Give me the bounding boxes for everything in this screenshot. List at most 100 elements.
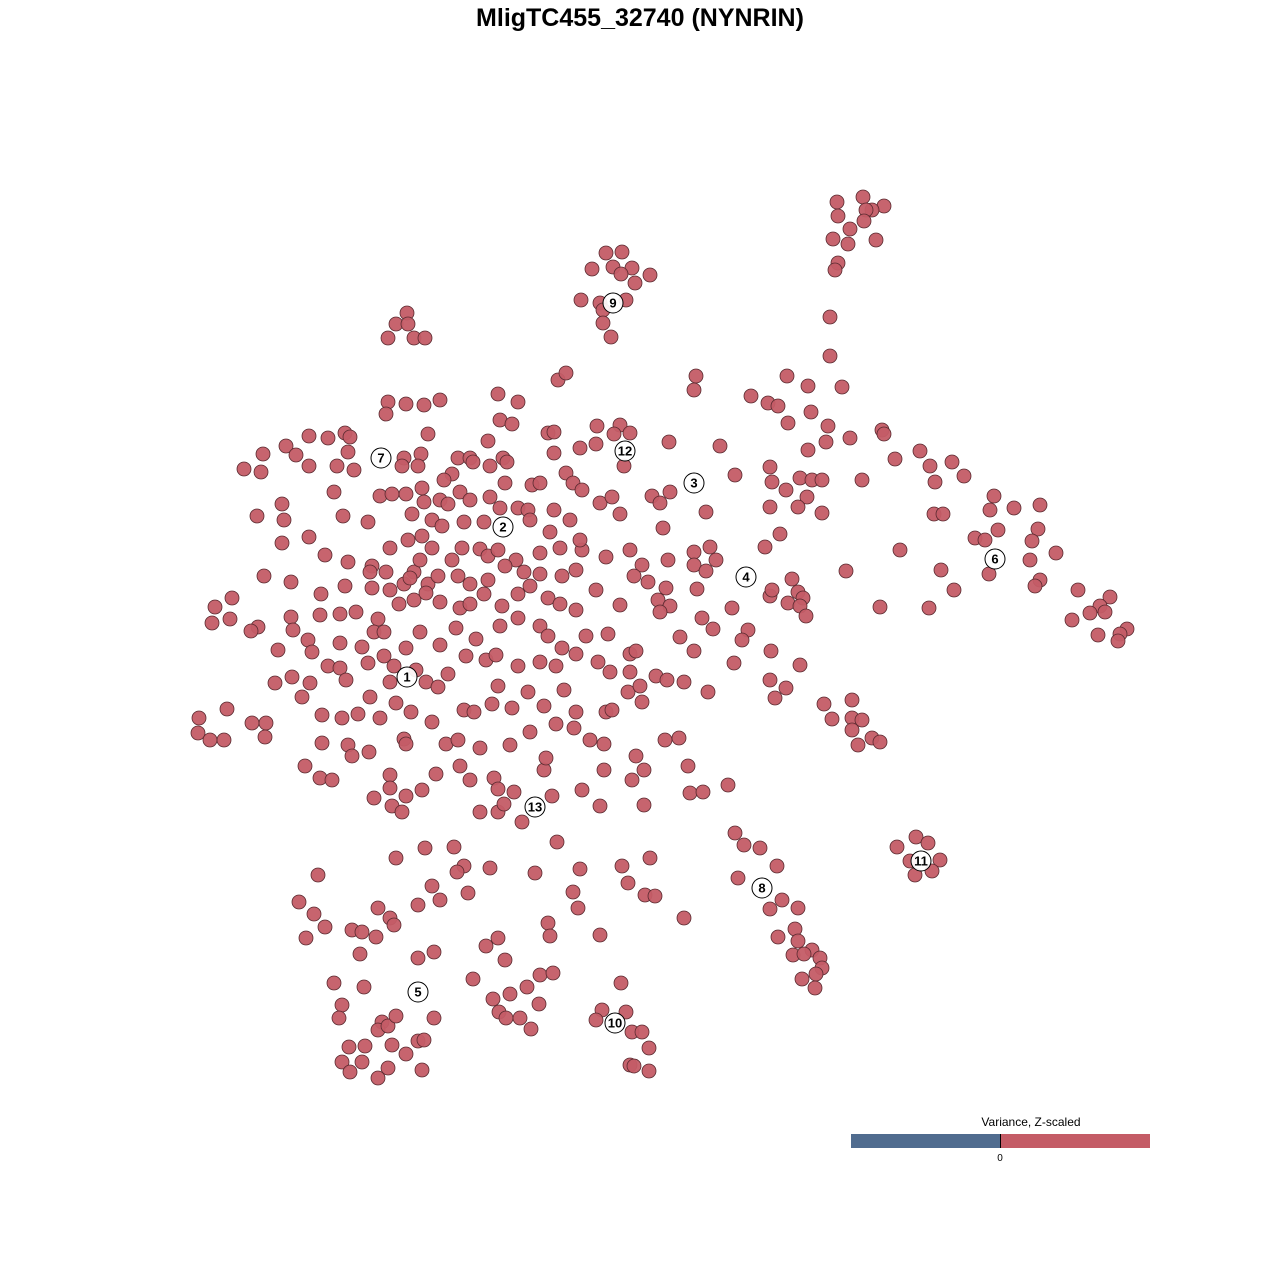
- data-point: [876, 426, 892, 442]
- data-point: [641, 1063, 657, 1079]
- points-layer: [190, 189, 1135, 1086]
- data-point: [504, 700, 520, 716]
- cluster-label-badge: [602, 292, 624, 314]
- data-point: [243, 623, 259, 639]
- data-point: [544, 788, 560, 804]
- data-point: [854, 712, 870, 728]
- data-point: [216, 732, 232, 748]
- cluster-label-13: 13: [524, 796, 546, 818]
- data-point: [889, 839, 905, 855]
- data-point: [320, 430, 336, 446]
- data-point: [502, 737, 518, 753]
- cluster-label-text: 2: [499, 520, 506, 535]
- data-point: [538, 750, 554, 766]
- data-point: [297, 758, 313, 774]
- cluster-label-11: 11: [910, 850, 932, 872]
- data-point: [572, 440, 588, 456]
- data-point: [588, 1012, 604, 1028]
- data-point: [720, 777, 736, 793]
- data-point: [672, 629, 688, 645]
- legend-positive-segment: [1000, 1134, 1150, 1148]
- data-point: [317, 547, 333, 563]
- data-point: [922, 458, 938, 474]
- data-point: [686, 382, 702, 398]
- data-point: [622, 425, 638, 441]
- cluster-label-badge: [370, 447, 392, 469]
- data-point: [499, 454, 515, 470]
- legend-title: Variance, Z-scaled: [981, 1115, 1081, 1129]
- data-point: [444, 552, 460, 568]
- cluster-label-text: 1: [403, 670, 410, 685]
- data-point: [480, 572, 496, 588]
- data-point: [708, 552, 724, 568]
- data-point: [660, 552, 676, 568]
- data-point: [382, 674, 398, 690]
- data-point: [426, 944, 442, 960]
- data-point: [822, 309, 838, 325]
- data-point: [686, 557, 702, 573]
- data-point: [578, 628, 594, 644]
- data-point: [784, 571, 800, 587]
- data-point: [516, 564, 532, 580]
- data-point: [370, 1070, 386, 1086]
- data-point: [562, 512, 578, 528]
- data-point: [764, 582, 780, 598]
- data-point: [632, 678, 648, 694]
- data-point: [990, 522, 1006, 538]
- data-point: [774, 892, 790, 908]
- data-point: [384, 486, 400, 502]
- data-point: [342, 429, 358, 445]
- data-point: [335, 508, 351, 524]
- cluster-label-badge: [407, 981, 429, 1003]
- data-point: [278, 438, 294, 454]
- data-point: [822, 348, 838, 364]
- data-point: [398, 788, 414, 804]
- data-point: [380, 1060, 396, 1076]
- data-point: [568, 646, 584, 662]
- data-point: [598, 549, 614, 565]
- data-point: [796, 946, 812, 962]
- data-point: [454, 540, 470, 556]
- data-point: [1006, 500, 1022, 516]
- cluster-label-badge: [396, 666, 418, 688]
- data-point: [641, 1040, 657, 1056]
- data-point: [565, 884, 581, 900]
- data-point: [274, 535, 290, 551]
- data-point: [258, 715, 274, 731]
- data-point: [480, 433, 496, 449]
- data-point: [790, 900, 806, 916]
- data-point: [1097, 604, 1113, 620]
- data-point: [430, 568, 446, 584]
- data-point: [935, 506, 951, 522]
- data-point: [588, 436, 604, 452]
- data-point: [340, 554, 356, 570]
- data-point: [270, 642, 286, 658]
- data-point: [294, 689, 310, 705]
- data-point: [727, 825, 743, 841]
- data-point: [417, 330, 433, 346]
- data-point: [726, 655, 742, 671]
- data-point: [1032, 497, 1048, 513]
- data-point: [542, 928, 558, 944]
- data-point: [510, 586, 526, 602]
- data-point: [462, 596, 478, 612]
- data-point: [820, 418, 836, 434]
- data-point: [384, 1037, 400, 1053]
- data-point: [606, 426, 622, 442]
- data-point: [855, 189, 871, 205]
- data-point: [956, 468, 972, 484]
- data-point: [400, 316, 416, 332]
- data-point: [450, 568, 466, 584]
- data-point: [568, 602, 584, 618]
- data-point: [554, 568, 570, 584]
- data-point: [702, 539, 718, 555]
- data-point: [944, 454, 960, 470]
- data-point: [362, 689, 378, 705]
- data-point: [506, 784, 522, 800]
- data-point: [727, 467, 743, 483]
- data-point: [592, 798, 608, 814]
- data-point: [382, 582, 398, 598]
- data-point: [636, 797, 652, 813]
- data-point: [572, 861, 588, 877]
- data-point: [522, 512, 538, 528]
